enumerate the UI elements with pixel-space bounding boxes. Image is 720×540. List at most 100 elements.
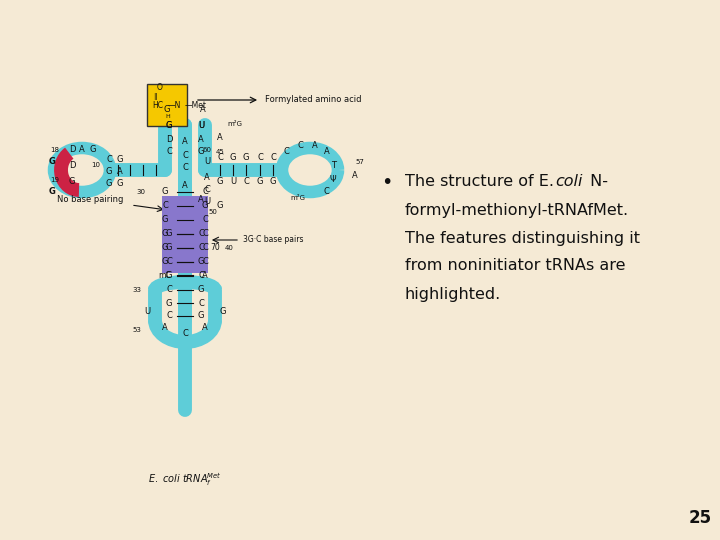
Text: C: C (198, 299, 204, 307)
Text: A: A (182, 180, 188, 190)
Text: •: • (382, 172, 392, 192)
Text: C: C (198, 272, 204, 280)
Text: 10: 10 (91, 162, 100, 168)
Text: from noninitiator tRNAs are: from noninitiator tRNAs are (405, 259, 626, 273)
Text: C: C (166, 286, 172, 294)
Text: 19: 19 (50, 177, 60, 183)
Text: O: O (157, 83, 163, 91)
Text: U: U (204, 198, 210, 206)
Text: Ψ: Ψ (330, 176, 336, 185)
Text: G: G (162, 187, 168, 197)
Text: G: G (166, 244, 172, 253)
Text: —Met: —Met (185, 102, 207, 111)
Text: No base pairing: No base pairing (57, 195, 123, 205)
Text: The features distinguishing it: The features distinguishing it (405, 231, 640, 246)
Text: U: U (144, 307, 150, 316)
Text: G: G (48, 158, 55, 166)
Text: G: G (166, 120, 172, 130)
Text: coli: coli (555, 174, 582, 190)
Text: C: C (202, 258, 208, 267)
Text: G: G (166, 230, 172, 239)
Text: 3G·C base pairs: 3G·C base pairs (243, 235, 304, 245)
Text: 60: 60 (202, 147, 212, 153)
Text: C: C (270, 153, 276, 163)
Text: A: A (202, 323, 208, 333)
Text: G: G (202, 201, 208, 211)
Text: D: D (166, 134, 172, 144)
Text: G: G (90, 145, 96, 154)
Text: 33: 33 (132, 287, 142, 293)
Text: G: G (230, 153, 236, 163)
Text: 45: 45 (215, 149, 225, 155)
Text: G: G (117, 179, 123, 188)
Text: G: G (166, 299, 172, 307)
Text: 50: 50 (209, 209, 217, 215)
Text: A: A (198, 134, 204, 144)
Text: G: G (166, 272, 172, 280)
Text: A: A (352, 171, 358, 179)
Text: m²G: m²G (228, 121, 243, 127)
Text: G: G (198, 286, 204, 294)
Text: G: G (220, 307, 226, 316)
Text: C: C (166, 258, 172, 267)
Text: C: C (162, 201, 168, 211)
Text: C: C (182, 151, 188, 159)
Text: 18: 18 (50, 147, 60, 153)
Text: C: C (202, 215, 208, 225)
Text: A: A (217, 133, 223, 143)
Text: C: C (217, 153, 223, 163)
Text: —N: —N (168, 102, 181, 111)
Text: C: C (283, 147, 289, 157)
Text: G: G (106, 167, 112, 177)
Text: G: G (270, 178, 276, 186)
Text: N-: N- (585, 174, 608, 190)
Text: G: G (48, 187, 55, 197)
Text: A: A (117, 167, 123, 177)
Text: G: G (198, 312, 204, 321)
Text: HC: HC (152, 102, 163, 111)
Text: C: C (182, 164, 188, 172)
Text: formyl-methionyl-tRNAfMet.: formyl-methionyl-tRNAfMet. (405, 202, 629, 218)
FancyBboxPatch shape (166, 197, 204, 221)
FancyBboxPatch shape (162, 196, 208, 273)
Text: G: G (257, 178, 264, 186)
Text: C: C (202, 244, 208, 253)
Text: G: G (162, 215, 168, 225)
Text: T: T (331, 160, 336, 170)
Text: A: A (204, 173, 210, 183)
Text: U: U (230, 178, 236, 186)
Text: C: C (202, 187, 208, 197)
Text: 25: 25 (688, 509, 711, 527)
Text: G: G (162, 244, 168, 253)
Text: G: G (166, 120, 172, 130)
Text: G: G (198, 147, 204, 157)
Text: U: U (204, 158, 210, 166)
Text: C: C (166, 147, 172, 157)
Text: C: C (198, 230, 204, 239)
Text: G: G (243, 153, 249, 163)
Text: A: A (79, 145, 85, 154)
Text: C: C (166, 312, 172, 321)
Text: 57: 57 (355, 159, 364, 165)
Text: D: D (68, 145, 76, 154)
Text: G: G (217, 178, 223, 186)
Text: 40: 40 (225, 245, 234, 251)
Text: C: C (198, 244, 204, 253)
Text: A: A (312, 141, 318, 151)
Text: m²G: m²G (290, 195, 305, 201)
Text: The structure of E.: The structure of E. (405, 174, 559, 190)
Text: D: D (68, 160, 76, 170)
Text: highlighted.: highlighted. (405, 287, 501, 301)
Text: G: G (198, 258, 204, 267)
FancyBboxPatch shape (147, 84, 187, 126)
Text: $E.\ coli$ tRNA$_f^{Met}$: $E.\ coli$ tRNA$_f^{Met}$ (148, 471, 222, 488)
Text: G: G (163, 105, 170, 114)
Text: G: G (217, 201, 223, 211)
Text: Formylated amino acid: Formylated amino acid (265, 96, 361, 105)
Text: C: C (243, 178, 249, 186)
Text: C: C (204, 186, 210, 194)
Text: A: A (200, 105, 206, 114)
Text: G: G (106, 179, 112, 188)
Text: G: G (68, 178, 76, 186)
Text: C: C (202, 230, 208, 239)
